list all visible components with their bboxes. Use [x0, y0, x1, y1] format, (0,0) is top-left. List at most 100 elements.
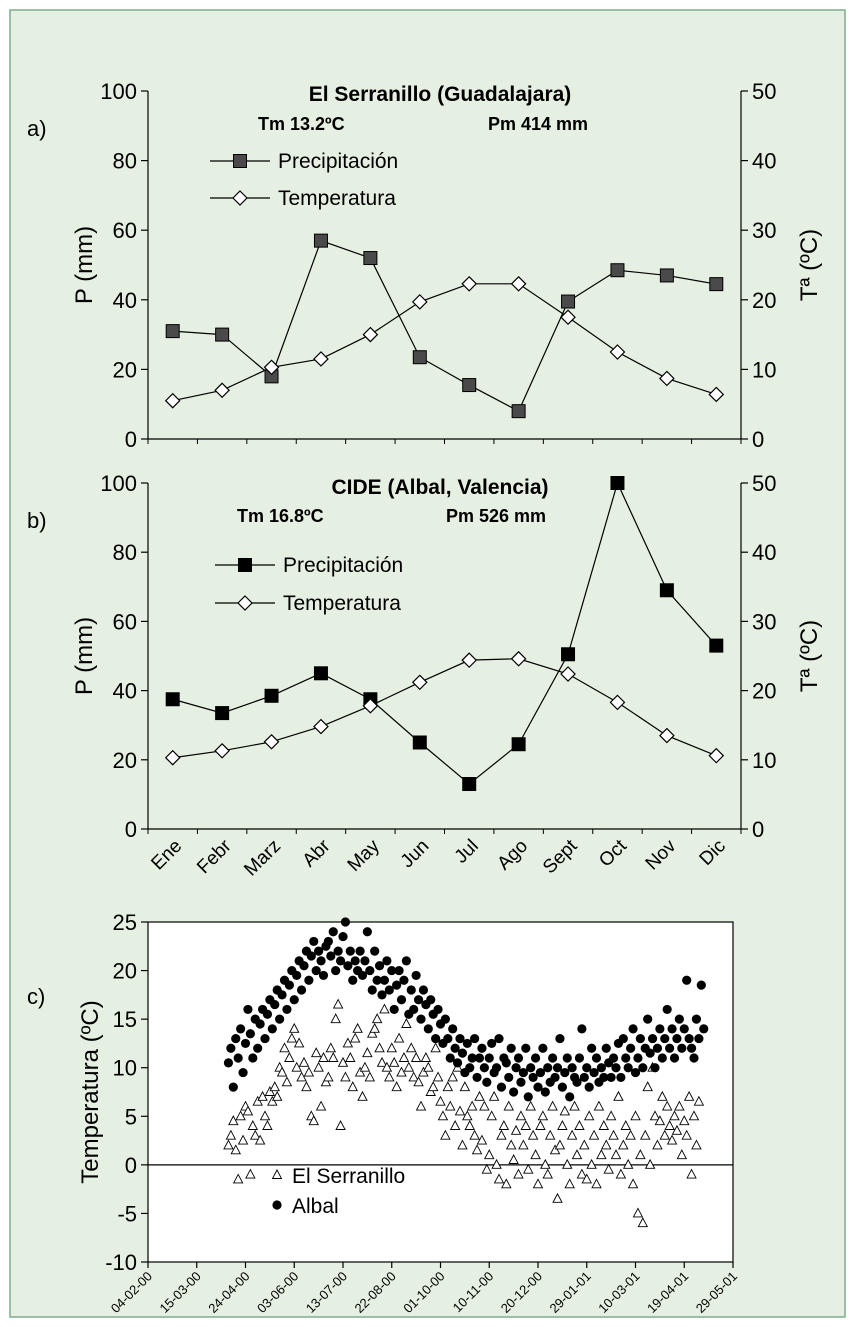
data-point — [593, 1100, 605, 1111]
data-point — [325, 1042, 337, 1053]
data-point — [359, 1061, 371, 1072]
y2-axis-label: Tª (ºC) — [796, 620, 823, 692]
data-point — [308, 1115, 319, 1126]
data-point — [542, 1168, 553, 1179]
data-point — [303, 1066, 315, 1077]
data-point — [296, 1071, 307, 1082]
legend-marker — [271, 1169, 283, 1179]
y2-tick-label: 40 — [752, 149, 776, 174]
data-point — [245, 1168, 256, 1179]
series-line — [172, 658, 717, 759]
data-point — [250, 1129, 261, 1140]
data-point — [398, 1052, 410, 1062]
data-point — [236, 1024, 246, 1034]
y2-tick-label: 50 — [752, 471, 776, 496]
data-point — [464, 1120, 475, 1130]
data-point — [263, 733, 280, 750]
data-point — [501, 1058, 511, 1068]
data-point — [431, 1033, 441, 1044]
y2-tick-label: 0 — [752, 427, 764, 452]
data-point — [560, 309, 576, 326]
data-point — [510, 650, 527, 667]
data-point — [610, 1149, 622, 1160]
data-point — [622, 1158, 634, 1169]
data-point — [393, 1032, 405, 1043]
data-point — [550, 1072, 560, 1083]
data-point — [230, 1144, 241, 1155]
data-point — [313, 718, 329, 735]
data-point — [457, 1139, 468, 1150]
data-point — [504, 1072, 514, 1083]
data-point — [649, 1110, 661, 1121]
data-point — [289, 995, 299, 1005]
data-point — [554, 1139, 566, 1150]
data-point — [408, 1071, 419, 1082]
data-point — [289, 1022, 300, 1033]
data-point — [513, 1053, 524, 1063]
data-point — [579, 1139, 590, 1150]
data-point — [591, 1178, 602, 1189]
legend-label: Precipitación — [278, 150, 398, 173]
data-point — [528, 1072, 538, 1083]
data-point — [362, 927, 372, 937]
data-point — [666, 1134, 678, 1145]
data-point — [503, 1100, 514, 1111]
legend-label: El Serranillo — [292, 1165, 405, 1188]
data-point — [518, 1139, 529, 1150]
data-point — [314, 946, 324, 956]
data-point — [644, 1158, 656, 1169]
data-point — [562, 1053, 572, 1063]
data-point — [540, 1158, 551, 1169]
y-tick-label: 100 — [100, 471, 137, 496]
data-point — [657, 1090, 668, 1101]
data-point — [279, 1042, 290, 1053]
data-point — [652, 1043, 663, 1053]
data-point — [418, 985, 429, 995]
data-point — [547, 1100, 558, 1111]
data-point — [627, 1178, 639, 1189]
data-point — [605, 1110, 617, 1121]
data-point — [491, 1158, 502, 1169]
data-point — [364, 1071, 376, 1082]
data-point — [543, 1063, 553, 1073]
data-point — [667, 1024, 677, 1034]
data-point — [355, 946, 365, 956]
data-point — [418, 1066, 429, 1077]
data-point — [567, 1063, 577, 1073]
data-point — [301, 1081, 312, 1092]
data-point — [574, 1053, 585, 1063]
data-point — [459, 1081, 471, 1092]
data-point — [689, 1053, 699, 1063]
data-point — [323, 1071, 334, 1082]
data-point — [257, 1090, 268, 1101]
data-point — [311, 965, 321, 976]
data-point — [347, 1081, 358, 1092]
y2-tick-label: 10 — [752, 357, 776, 382]
data-point — [548, 1053, 558, 1063]
data-point — [371, 1013, 383, 1024]
y-tick-label: 20 — [113, 748, 137, 773]
data-point — [496, 1082, 507, 1092]
data-point — [374, 961, 385, 971]
chart-title: El Serranillo (Guadalajara) — [309, 83, 572, 106]
data-point — [401, 956, 411, 966]
data-point — [628, 1024, 638, 1034]
data-point — [469, 1129, 480, 1140]
data-point — [560, 666, 576, 682]
data-point — [559, 1105, 571, 1116]
data-point — [615, 1168, 627, 1179]
data-point — [240, 1038, 251, 1049]
y2-axis-label: Tª (ºC) — [796, 229, 823, 301]
data-point — [262, 1120, 273, 1130]
data-point — [379, 1003, 390, 1014]
data-point — [527, 1129, 539, 1140]
y2-tick-label: 30 — [752, 609, 776, 634]
data-point — [635, 1033, 645, 1044]
y2-tick-label: 50 — [752, 79, 776, 104]
panel-label: c) — [27, 984, 45, 1009]
y-tick-label: 0 — [125, 427, 137, 452]
data-point — [549, 1144, 561, 1155]
data-point — [318, 970, 329, 981]
data-point — [461, 652, 478, 669]
